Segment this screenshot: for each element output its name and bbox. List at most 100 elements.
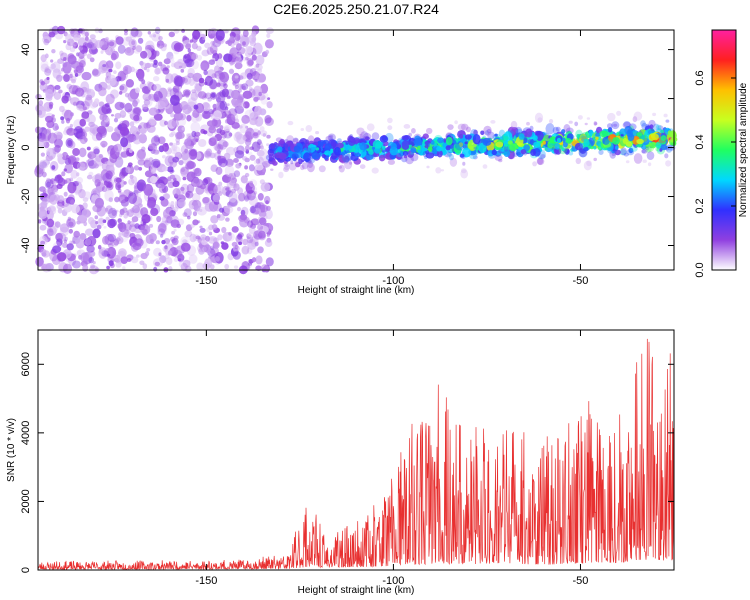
heatmap-cell <box>561 147 565 152</box>
heatmap-cell <box>48 101 54 107</box>
heatmap-cell <box>111 131 121 142</box>
heatmap-cell <box>137 149 146 160</box>
heatmap-cell <box>234 75 239 79</box>
heatmap-cell <box>204 258 213 268</box>
heatmap-cell <box>665 160 672 167</box>
heatmap-cell <box>196 262 204 271</box>
heatmap-cell <box>72 85 81 95</box>
heatmap-cell <box>69 123 73 128</box>
heatmap-cell <box>239 72 248 80</box>
heatmap-cell <box>170 55 175 61</box>
heatmap-cell <box>43 78 50 85</box>
heatmap-cell <box>253 160 258 165</box>
heatmap-cell <box>153 113 163 121</box>
heatmap-cell <box>461 123 469 131</box>
heatmap-cell <box>453 147 459 153</box>
heatmap-cell <box>344 159 353 170</box>
heatmap-cell <box>214 65 220 73</box>
heatmap-cell <box>108 207 118 219</box>
heatmap-cell <box>462 161 466 166</box>
heatmap-cell <box>401 135 409 141</box>
heatmap-cell <box>169 174 176 180</box>
heatmap-cell <box>152 63 158 68</box>
heatmap-cell <box>119 171 126 179</box>
heatmap-y-label: Frequency (Hz) <box>6 116 17 185</box>
heatmap-cell <box>46 147 54 157</box>
heatmap-cell <box>408 132 413 137</box>
heatmap-cell <box>131 216 139 223</box>
heatmap-cell <box>217 149 221 155</box>
heatmap-cell <box>59 50 64 56</box>
heatmap-cell <box>129 125 138 134</box>
heatmap-cell <box>241 245 250 255</box>
heatmap-cell <box>97 244 102 250</box>
heatmap-cell <box>190 91 199 102</box>
heatmap-cell <box>236 134 246 145</box>
heatmap-cell <box>210 92 216 98</box>
heatmap-cell <box>223 53 233 63</box>
heatmap-cell <box>85 94 93 101</box>
heatmap-cell <box>141 146 146 152</box>
heatmap-cell <box>375 141 383 149</box>
heatmap-cell <box>129 232 136 239</box>
heatmap-cell <box>72 260 81 269</box>
heatmap-cell <box>127 162 133 167</box>
heatmap-plot: -150 -100 -50 40 20 0 -20 -40 Height of straig… <box>6 25 678 296</box>
heatmap-cell <box>530 148 536 157</box>
heatmap-cell <box>232 245 240 253</box>
heatmap-cell <box>264 239 273 248</box>
heatmap-cell <box>269 150 274 154</box>
heatmap-cell <box>158 252 162 257</box>
heatmap-cell <box>61 171 66 177</box>
heatmap-cell <box>180 242 191 252</box>
heatmap-cell <box>192 109 200 118</box>
heatmap-cell <box>126 47 132 54</box>
heatmap-cell <box>520 149 527 155</box>
heatmap-cell <box>264 117 274 126</box>
heatmap-cell <box>457 123 466 131</box>
heatmap-cell <box>105 216 110 221</box>
heatmap-cell <box>82 197 89 203</box>
heatmap-cell <box>203 69 208 76</box>
heatmap-cell <box>259 179 265 185</box>
heatmap-cell <box>137 37 144 44</box>
heatmap-cell <box>56 203 63 210</box>
heatmap-cell <box>162 245 169 252</box>
heatmap-cell <box>649 124 654 130</box>
heatmap-cell <box>251 54 257 61</box>
heatmap-cell <box>187 106 193 113</box>
heatmap-cell <box>297 157 301 161</box>
heatmap-cell <box>504 143 508 147</box>
heatmap-cell <box>341 152 351 163</box>
heatmap-cell <box>220 241 225 245</box>
heatmap-cell <box>44 66 53 74</box>
heatmap-cell <box>118 232 122 237</box>
heatmap-cell <box>103 180 108 186</box>
heatmap-cell <box>190 121 201 133</box>
heatmap-cell <box>302 143 306 147</box>
heatmap-cell <box>150 207 159 217</box>
heatmap-cell <box>537 157 544 165</box>
heatmap-cell <box>232 81 237 85</box>
heatmap-cell <box>106 265 110 270</box>
heatmap-cell <box>292 137 299 143</box>
heatmap-cell <box>233 170 241 178</box>
heatmap-cell <box>219 207 225 213</box>
heatmap-cell <box>259 126 265 132</box>
heatmap-cell <box>163 208 172 219</box>
heatmap-cell <box>657 125 664 131</box>
heatmap-cell <box>61 119 65 124</box>
heatmap-cell <box>371 146 375 150</box>
heatmap-cell <box>214 251 224 264</box>
heatmap-cell <box>88 257 94 264</box>
heatmap-cell <box>247 151 253 156</box>
heatmap-cell <box>133 234 143 246</box>
heatmap-cell <box>173 42 184 52</box>
heatmap-cell <box>136 254 140 258</box>
heatmap-cell <box>180 186 185 192</box>
heatmap-cell <box>105 170 113 180</box>
heatmap-cell <box>40 63 49 73</box>
heatmap-cell <box>107 253 111 257</box>
heatmap-cell <box>564 148 570 155</box>
heatmap-cell <box>37 138 47 148</box>
